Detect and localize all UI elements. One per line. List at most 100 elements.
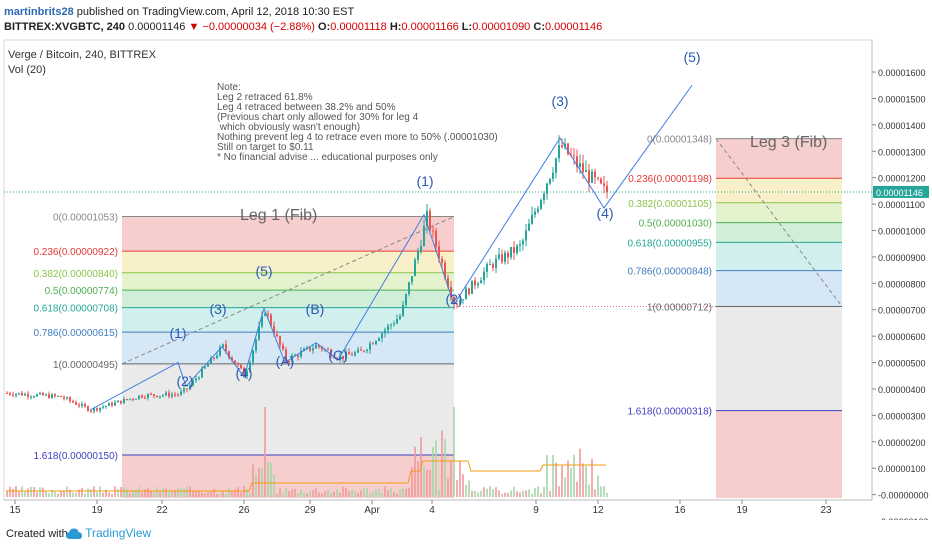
candle-body <box>300 351 302 357</box>
volume-bar <box>417 460 419 497</box>
volume-bar <box>180 487 182 497</box>
candle-body <box>366 349 368 352</box>
time-tick-label: 23 <box>820 505 832 516</box>
candle-body <box>330 350 332 357</box>
candle-body <box>90 410 92 412</box>
volume-bar <box>144 489 146 497</box>
candle-body <box>447 277 449 287</box>
volume-bar <box>264 407 266 497</box>
volume-bar <box>129 493 131 497</box>
candle-body <box>567 143 569 155</box>
volume-bar <box>243 486 245 497</box>
volume-bar <box>591 459 593 497</box>
volume-bar <box>6 491 8 497</box>
candle-body <box>96 408 98 411</box>
price-tick-label: 0.00000300 <box>878 411 926 421</box>
fib-label: 0.236(0.00000922) <box>33 247 118 258</box>
fib-zone <box>716 222 842 243</box>
volume-bar <box>501 493 503 497</box>
volume-bar <box>225 493 227 497</box>
candle-body <box>531 214 533 224</box>
volume-bar <box>477 492 479 497</box>
candle-body <box>528 223 530 231</box>
fib-zone <box>122 251 454 273</box>
candle-body <box>141 395 143 398</box>
volume-bar <box>435 440 437 497</box>
fib-zone <box>122 272 454 291</box>
volume-bar <box>519 492 521 497</box>
volume-bar <box>309 491 311 497</box>
candle-body <box>192 380 194 386</box>
volume-bar <box>183 489 185 497</box>
candle-body <box>75 402 77 405</box>
candle-body <box>267 313 269 315</box>
volume-bar <box>549 491 551 497</box>
fib-label: 0.5(0.00001030) <box>639 219 712 230</box>
volume-bar <box>9 486 11 497</box>
high-value: 0.00001166 <box>401 21 459 33</box>
volume-bar <box>81 487 83 497</box>
fib-zone <box>716 270 842 307</box>
wave-label: (A) <box>276 353 295 369</box>
candle-body <box>498 254 500 259</box>
price-tick-label: 0.00001200 <box>878 174 926 184</box>
time-axis[interactable]: 15 19 22 26 29 Apr 4 9 12 16 19 23 <box>4 499 872 516</box>
candle-body <box>81 404 83 406</box>
chart-title: Verge / Bitcoin, 240, BITTREX <box>8 49 156 61</box>
volume-bar <box>372 492 374 497</box>
candle-body <box>171 394 173 397</box>
volume-bar <box>216 493 218 497</box>
volume-bar <box>408 487 410 497</box>
volume-bar <box>117 488 119 497</box>
candle-body <box>24 393 26 396</box>
candle-body <box>138 395 140 399</box>
volume-bar <box>510 490 512 497</box>
candle-body <box>480 280 482 284</box>
volume-bar <box>552 454 554 497</box>
price-axis[interactable]: 0.00001600 0.00001500 0.00001400 0.00001300… <box>4 40 929 520</box>
volume-bar <box>315 488 317 497</box>
volume-bar <box>249 492 251 497</box>
fib-label: 0.786(0.00000615) <box>33 328 118 339</box>
volume-bar <box>54 491 56 497</box>
candle-body <box>162 395 164 397</box>
time-tick-label: 12 <box>592 505 604 516</box>
candle-body <box>150 394 152 396</box>
candle-body <box>30 396 32 398</box>
volume-bar <box>48 493 50 497</box>
price-tick-label: 0.00000100 <box>878 464 926 474</box>
volume-bar <box>381 493 383 497</box>
candle-body <box>363 350 365 352</box>
volume-bar <box>480 490 482 497</box>
fib-leg1[interactable]: 0(0.00001053) 0.236(0.00000922) 0.382(0.00… <box>33 207 455 498</box>
chart-area[interactable]: 0(0.00001053) 0.236(0.00000922) 0.382(0.00… <box>0 0 932 520</box>
volume-bar <box>492 489 494 497</box>
candle-body <box>108 403 110 406</box>
tradingview-logo[interactable]: TradingView <box>66 526 151 540</box>
price-tick-label: 0.00000800 <box>878 279 926 289</box>
volume-bar <box>423 466 425 497</box>
note-line: which obviously wasn't enough) <box>217 122 360 133</box>
volume-bar <box>570 467 572 497</box>
volume-bar <box>537 486 539 497</box>
candle-body <box>195 378 197 381</box>
volume-bar <box>246 489 248 497</box>
author-link[interactable]: martinbrits28 <box>4 6 74 18</box>
wave-lines[interactable] <box>89 84 693 411</box>
candle-body <box>297 354 299 357</box>
fib-leg3[interactable]: 0(0.00001348) 0.236(0.00001198) 0.382(0.00… <box>454 134 843 498</box>
candle-body <box>345 352 347 359</box>
volume-bar <box>141 492 143 497</box>
volume-bar <box>345 487 347 497</box>
fib-label: 1.618(0.00000318) <box>627 407 712 418</box>
volume-bar <box>573 454 575 497</box>
change-text: −0.00000034 (−2.88%) <box>202 21 315 33</box>
price-tick-label: 0.00001600 <box>878 68 926 78</box>
volume-bar <box>339 492 341 497</box>
candle-body <box>489 264 491 266</box>
fib-label: 0(0.00001053) <box>53 213 118 224</box>
fib-zone <box>122 290 454 308</box>
candle-body <box>459 299 461 305</box>
candle-body <box>66 397 68 399</box>
note-line: Leg 2 retraced 61.8% <box>217 92 313 103</box>
